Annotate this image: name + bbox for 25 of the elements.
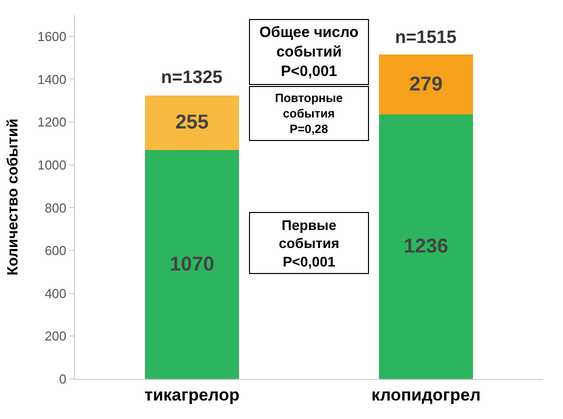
annotation: Общее число событий P<0,001 (259, 24, 359, 80)
y-tick-label: 1600 (37, 28, 66, 44)
bar (145, 95, 239, 150)
x-tick-label: клопидогрел (371, 385, 481, 404)
annotation: Повторные события P=0,28 (274, 91, 344, 136)
x-tick-label: тикагрелор (144, 385, 240, 404)
y-tick-label: 600 (44, 243, 66, 258)
total-label: n=1515 (395, 27, 457, 47)
y-tick-label: 1000 (37, 157, 66, 172)
bar (145, 150, 239, 379)
y-tick-label: 1200 (37, 114, 66, 130)
y-tick-label: 200 (44, 328, 66, 344)
data-label: 1236 (404, 236, 448, 258)
y-tick-label: 1400 (37, 72, 66, 87)
bar (379, 54, 473, 114)
data-label: 255 (175, 112, 209, 134)
y-tick-label: 800 (44, 200, 66, 216)
annotation: Первые события P<0,001 (278, 217, 340, 270)
y-axis-title: Количество событий (4, 118, 22, 276)
total-label: n=1325 (161, 67, 223, 87)
y-tick-label: 400 (44, 286, 66, 301)
data-label: 1070 (170, 253, 214, 276)
y-tick-label: 0 (59, 372, 66, 387)
bar (379, 114, 473, 379)
data-label: 279 (409, 73, 443, 96)
